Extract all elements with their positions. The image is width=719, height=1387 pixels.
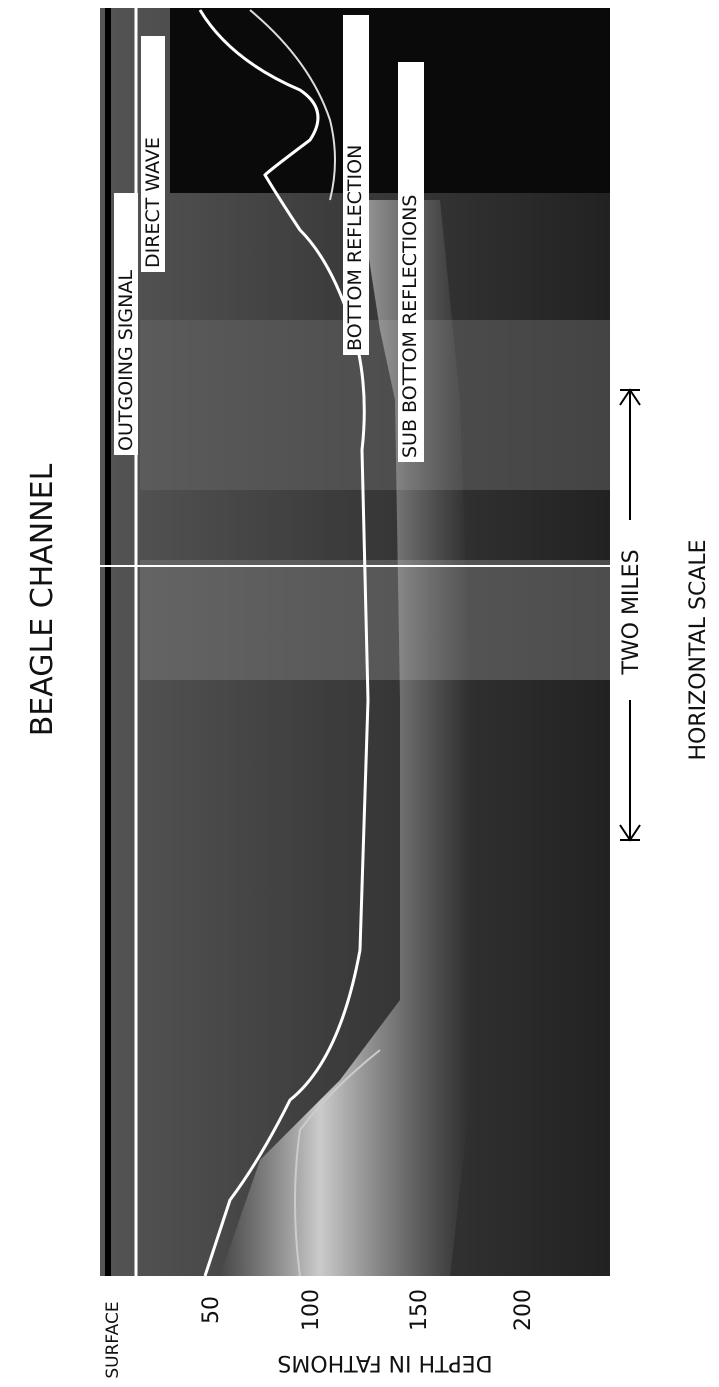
label-box — [343, 15, 369, 355]
scale-distance: TWO MILES — [619, 549, 644, 675]
light-zone — [140, 560, 610, 680]
label-box — [141, 36, 165, 272]
depth-tick: SURFACE — [103, 1301, 123, 1378]
depth-tick: 150 — [407, 1289, 432, 1331]
light-zone — [140, 320, 610, 490]
depth-tick: 100 — [299, 1289, 324, 1331]
dark-zone — [170, 8, 610, 193]
label-box — [114, 193, 138, 455]
label: OUTGOING SIGNAL — [114, 193, 138, 455]
label: BOTTOM REFLECTION — [343, 15, 369, 355]
sub-bottom-band — [220, 200, 470, 1276]
outgoing-signal-label: OUTGOING SIGNAL — [115, 270, 137, 451]
label: SUB BOTTOM REFLECTIONS — [398, 62, 424, 462]
direct-wave-label: DIRECT WAVE — [142, 137, 164, 268]
title: BEAGLE CHANNEL — [25, 463, 60, 736]
depth-tick: 200 — [511, 1289, 536, 1331]
depth-axis-title: DEPTH IN FATHOMS — [277, 1350, 492, 1375]
label-box — [398, 62, 424, 462]
side-echo-line — [249, 9, 336, 201]
scale-arrows — [619, 388, 641, 842]
bottom-reflection-label: BOTTOM REFLECTION — [344, 145, 366, 351]
label: DIRECT WAVE — [141, 36, 165, 272]
side-echo-line — [294, 1049, 381, 1277]
depth-tick: 50 — [199, 1296, 224, 1324]
bottom-reflection-line — [198, 9, 370, 1277]
scale-title: HORIZONTAL SCALE — [686, 539, 711, 760]
sub-bottom-label: SUB BOTTOM REFLECTIONS — [399, 195, 421, 458]
